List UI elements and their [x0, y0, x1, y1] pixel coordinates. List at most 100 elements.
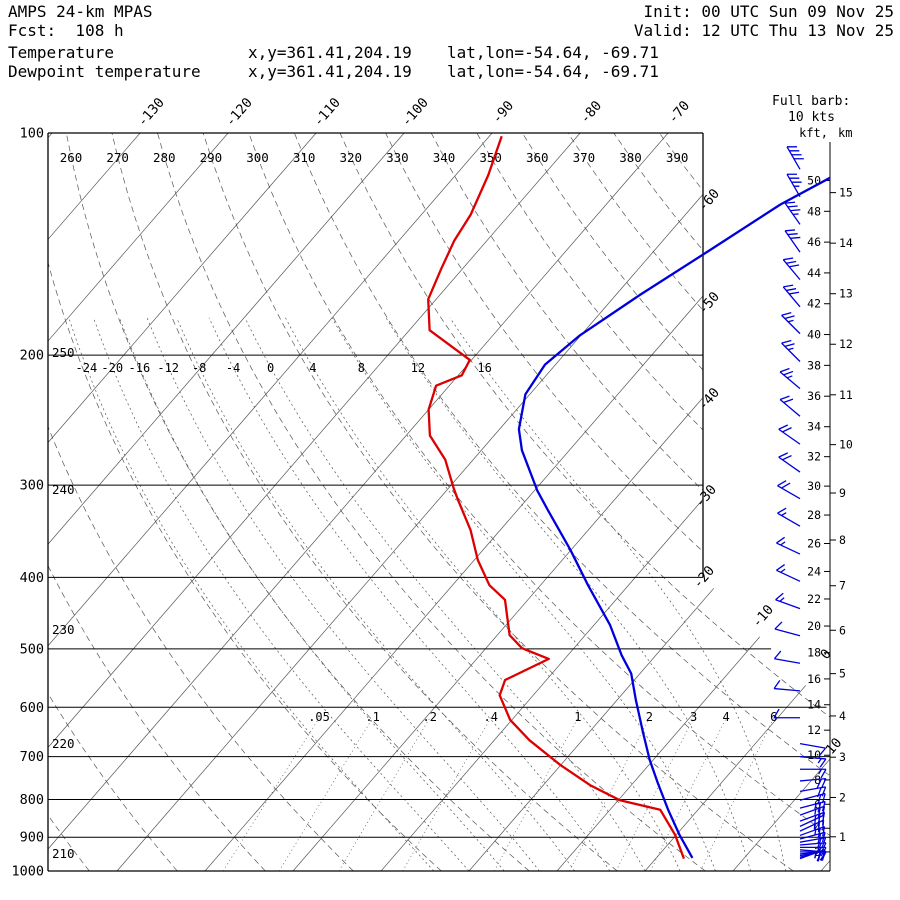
chart-label: 12: [411, 361, 425, 375]
chart-label: 22: [807, 592, 821, 606]
chart-label: 800: [20, 792, 44, 808]
chart-label: 20: [807, 619, 821, 633]
legend-dewpoint-latlon: lat,lon=-54.64, -69.71: [447, 62, 659, 81]
chart-label: 1: [839, 830, 846, 844]
chart-label: km: [838, 126, 852, 140]
chart-label: 380: [619, 150, 642, 165]
chart-label: -10: [749, 602, 777, 631]
chart-label: 350: [479, 150, 502, 165]
chart-label: -90: [489, 98, 517, 127]
chart-label: 1000: [11, 864, 44, 880]
chart-label: 40: [807, 328, 821, 342]
chart-label: -30: [692, 482, 720, 511]
chart-label: -20: [101, 361, 123, 375]
chart-label: 3: [839, 750, 846, 764]
chart-label: 48: [807, 204, 821, 218]
chart-label: 16: [807, 672, 821, 686]
chart-label: 4: [814, 821, 821, 835]
chart-label: 260: [60, 150, 83, 165]
chart-label: 4: [723, 710, 730, 724]
forecast-hour: Fcst: 108 h: [8, 21, 124, 40]
chart-label: -120: [222, 95, 255, 130]
height-axis-labels: kft, km5048464442403836343230282624222018…: [799, 126, 853, 859]
chart-label: 9: [839, 486, 846, 500]
chart-label: 600: [20, 700, 44, 716]
chart-label: 30: [807, 479, 821, 493]
chart-label: 400: [20, 570, 44, 586]
isotherm-lines: [48, 133, 830, 871]
background-grid: [48, 133, 830, 871]
chart-label: 32: [807, 450, 821, 464]
chart-label: 290: [200, 150, 223, 165]
chart-label: 13: [839, 287, 853, 301]
pressure-gridlines: [48, 132, 830, 872]
chart-label: 0: [267, 361, 274, 375]
chart-label: 2: [839, 790, 846, 804]
chart-label: 250: [52, 345, 75, 360]
chart-label: 100: [20, 126, 44, 142]
moist-adiabat-lines: [68, 317, 787, 871]
valid-time: Valid: 12 UTC Thu 13 Nov 25: [633, 21, 894, 40]
mixing-ratio-lines: [222, 717, 775, 871]
chart-label: -4: [226, 361, 240, 375]
chart-label: .4: [483, 710, 497, 724]
chart-label: 320: [339, 150, 362, 165]
chart-label: 210: [52, 846, 75, 861]
temperature-curve: [517, 176, 831, 859]
chart-label: kft,: [799, 126, 828, 140]
chart-label: 16: [477, 361, 491, 375]
chart-label: 2: [646, 710, 653, 724]
chart-label: 3: [690, 710, 697, 724]
legend-dewpoint-xy: x,y=361.41,204.19: [248, 62, 412, 81]
chart-label: 370: [573, 150, 596, 165]
chart-label: -24: [76, 361, 98, 375]
chart-label: 280: [153, 150, 176, 165]
chart-label: 26: [807, 536, 821, 550]
chart-label: 8: [358, 361, 365, 375]
chart-label: 14: [807, 698, 821, 712]
barb-legend: Full barb:10 kts: [772, 94, 850, 125]
chart-label: 5: [839, 667, 846, 681]
chart-label: 12: [807, 723, 821, 737]
init-time: Init: 00 UTC Sun 09 Nov 25: [643, 2, 894, 21]
chart-label: 15: [839, 186, 853, 200]
legend-temperature-latlon: lat,lon=-54.64, -69.71: [447, 43, 659, 62]
chart-label: -70: [665, 98, 693, 127]
chart-label: 44: [807, 266, 821, 280]
chart-label: 340: [433, 150, 456, 165]
chart-label: 28: [807, 508, 821, 522]
chart-label: .2: [423, 710, 437, 724]
chart-label: -100: [398, 95, 431, 130]
chart-label: 300: [20, 478, 44, 494]
legend-dewpoint-label: Dewpoint temperature: [8, 62, 201, 81]
chart-label: -60: [695, 186, 723, 215]
chart-label: 10: [839, 438, 853, 452]
chart-label: 12: [839, 337, 853, 351]
chart-label: 38: [807, 358, 821, 372]
chart-label: 24: [807, 564, 821, 578]
chart-label: 8: [839, 533, 846, 547]
chart-label: 270: [106, 150, 129, 165]
chart-label: -110: [310, 95, 343, 130]
chart-label: 360: [526, 150, 549, 165]
chart-label: -40: [695, 385, 723, 414]
chart-label: 390: [666, 150, 689, 165]
model-title: AMPS 24-km MPAS: [8, 2, 153, 21]
chart-label: 7: [839, 579, 846, 593]
chart-label: .05: [308, 710, 330, 724]
chart-label: 10 kts: [788, 110, 835, 125]
dewpoint-curve: [427, 135, 685, 859]
chart-label: -20: [690, 563, 718, 592]
chart-label: 200: [20, 348, 44, 364]
chart-label: 230: [52, 622, 75, 637]
chart-label: 14: [839, 236, 853, 250]
chart-label: 310: [293, 150, 316, 165]
chart-label: 18: [807, 646, 821, 660]
chart-label: -130: [134, 95, 167, 130]
plot-frame: [47, 132, 830, 872]
chart-label: -50: [695, 289, 723, 318]
chart-label: 46: [807, 235, 821, 249]
chart-label: -16: [129, 361, 151, 375]
